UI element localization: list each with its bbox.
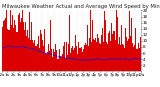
Text: Milwaukee Weather Actual and Average Wind Speed by Minute mph (Last 24 Hours): Milwaukee Weather Actual and Average Win… [2,4,160,9]
